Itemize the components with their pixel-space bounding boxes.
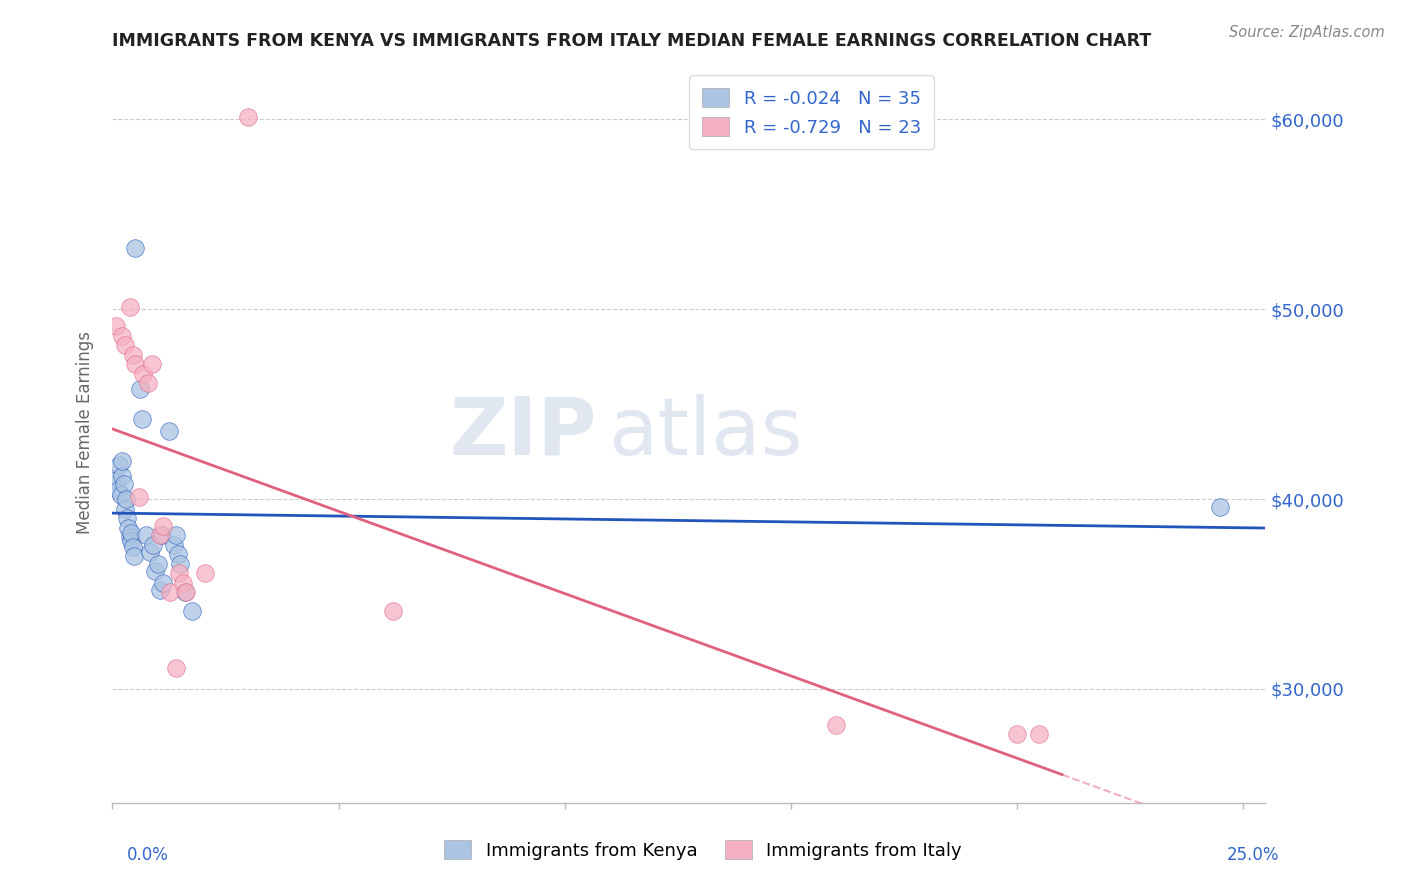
Text: 25.0%: 25.0% — [1227, 846, 1279, 863]
Point — [128, 382, 150, 396]
Text: atlas: atlas — [609, 393, 803, 472]
Point — [146, 557, 169, 571]
Point — [105, 473, 128, 487]
Text: IMMIGRANTS FROM KENYA VS IMMIGRANTS FROM ITALY MEDIAN FEMALE EARNINGS CORRELATIO: IMMIGRANTS FROM KENYA VS IMMIGRANTS FROM… — [112, 32, 1152, 50]
Point — [121, 526, 143, 541]
Point — [117, 520, 139, 534]
Point — [114, 501, 136, 516]
Point — [194, 566, 217, 580]
Point — [131, 412, 153, 426]
Point — [150, 528, 173, 542]
Point — [118, 530, 141, 544]
Point — [141, 357, 163, 371]
Point — [124, 357, 146, 371]
Point — [107, 483, 129, 497]
Point — [138, 545, 160, 559]
Point — [149, 528, 172, 542]
Text: ZIP: ZIP — [450, 393, 596, 472]
Point — [381, 604, 404, 618]
Point — [162, 538, 184, 552]
Point — [152, 518, 174, 533]
Point — [124, 242, 146, 256]
Point — [825, 718, 848, 732]
Point — [149, 583, 172, 598]
Point — [152, 575, 174, 590]
Point — [115, 511, 138, 525]
Point — [236, 111, 259, 125]
Text: Source: ZipAtlas.com: Source: ZipAtlas.com — [1229, 25, 1385, 40]
Point — [180, 604, 202, 618]
Point — [167, 547, 190, 561]
Point — [118, 301, 141, 315]
Point — [111, 454, 134, 468]
Point — [120, 533, 142, 548]
Point — [159, 585, 181, 599]
Point — [145, 564, 167, 578]
Point — [172, 575, 194, 590]
Point — [121, 540, 143, 554]
Point — [157, 424, 180, 438]
Point — [174, 585, 197, 599]
Point — [1005, 727, 1028, 741]
Point — [112, 476, 135, 491]
Point — [115, 491, 138, 506]
Point — [110, 488, 132, 502]
Point — [169, 557, 191, 571]
Point — [108, 458, 131, 472]
Point — [110, 328, 132, 343]
Point — [173, 585, 195, 599]
Point — [1209, 500, 1232, 514]
Point — [132, 367, 155, 381]
Point — [114, 338, 136, 352]
Point — [110, 469, 132, 483]
Y-axis label: Median Female Earnings: Median Female Earnings — [76, 331, 94, 534]
Point — [165, 528, 187, 542]
Legend: Immigrants from Kenya, Immigrants from Italy: Immigrants from Kenya, Immigrants from I… — [437, 832, 969, 867]
Point — [121, 348, 143, 362]
Legend: R = -0.024   N = 35, R = -0.729   N = 23: R = -0.024 N = 35, R = -0.729 N = 23 — [689, 75, 934, 149]
Point — [165, 661, 187, 675]
Point — [142, 538, 165, 552]
Point — [1028, 727, 1050, 741]
Point — [136, 376, 159, 391]
Point — [135, 528, 157, 542]
Point — [128, 490, 150, 504]
Text: 0.0%: 0.0% — [127, 846, 169, 863]
Point — [169, 566, 191, 580]
Point — [105, 319, 128, 334]
Point — [122, 549, 145, 563]
